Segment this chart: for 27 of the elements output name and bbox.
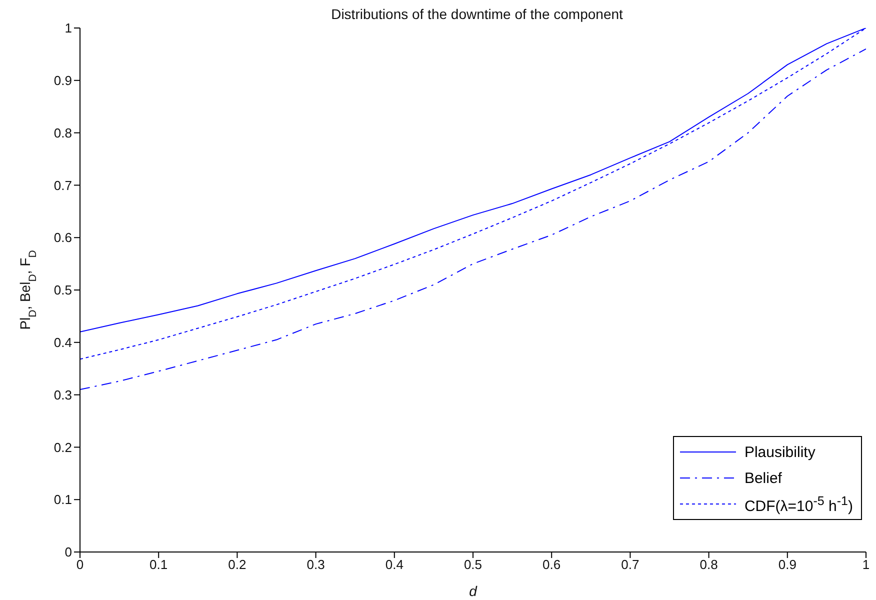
y-tick-label: 0.3	[54, 387, 72, 402]
x-tick-label: 0.4	[385, 557, 404, 572]
chart-title: Distributions of the downtime of the component	[330, 6, 624, 22]
x-tick-label: 1	[862, 557, 870, 572]
y-tick-label: 0.5	[54, 282, 72, 298]
y-tick-label: 0	[64, 544, 72, 560]
x-tick-label: 0.5	[464, 557, 482, 572]
y-tick-label: 0.4	[54, 335, 72, 350]
x-tick-label: 0.6	[542, 557, 561, 572]
y-tick-label: 0.1	[54, 492, 72, 508]
x-tick-label: 0.8	[700, 557, 718, 572]
x-tick-label: 0	[76, 557, 84, 572]
x-tick-label: 0.1	[150, 557, 168, 572]
legend-label: CDF(λ=10$^{-5}$ h$^{-1}$)	[744, 494, 853, 514]
legend-label: Belief	[744, 470, 782, 486]
y-tick-label: 0.2	[54, 440, 72, 455]
legend-label: Plausibility	[744, 444, 816, 460]
y-tick-label: 0.6	[54, 230, 72, 246]
y-tick-label: 1	[64, 20, 72, 36]
y-tick-label: 0.7	[54, 178, 72, 193]
x-axis-title: d	[469, 583, 478, 599]
y-tick-label: 0.8	[54, 125, 72, 140]
x-tick-label: 0.2	[228, 557, 246, 572]
x-tick-label: 0.3	[306, 557, 325, 572]
y-tick-label: 0.9	[54, 73, 72, 88]
x-tick-label: 0.7	[621, 557, 640, 572]
x-tick-label: 0.9	[778, 557, 796, 572]
